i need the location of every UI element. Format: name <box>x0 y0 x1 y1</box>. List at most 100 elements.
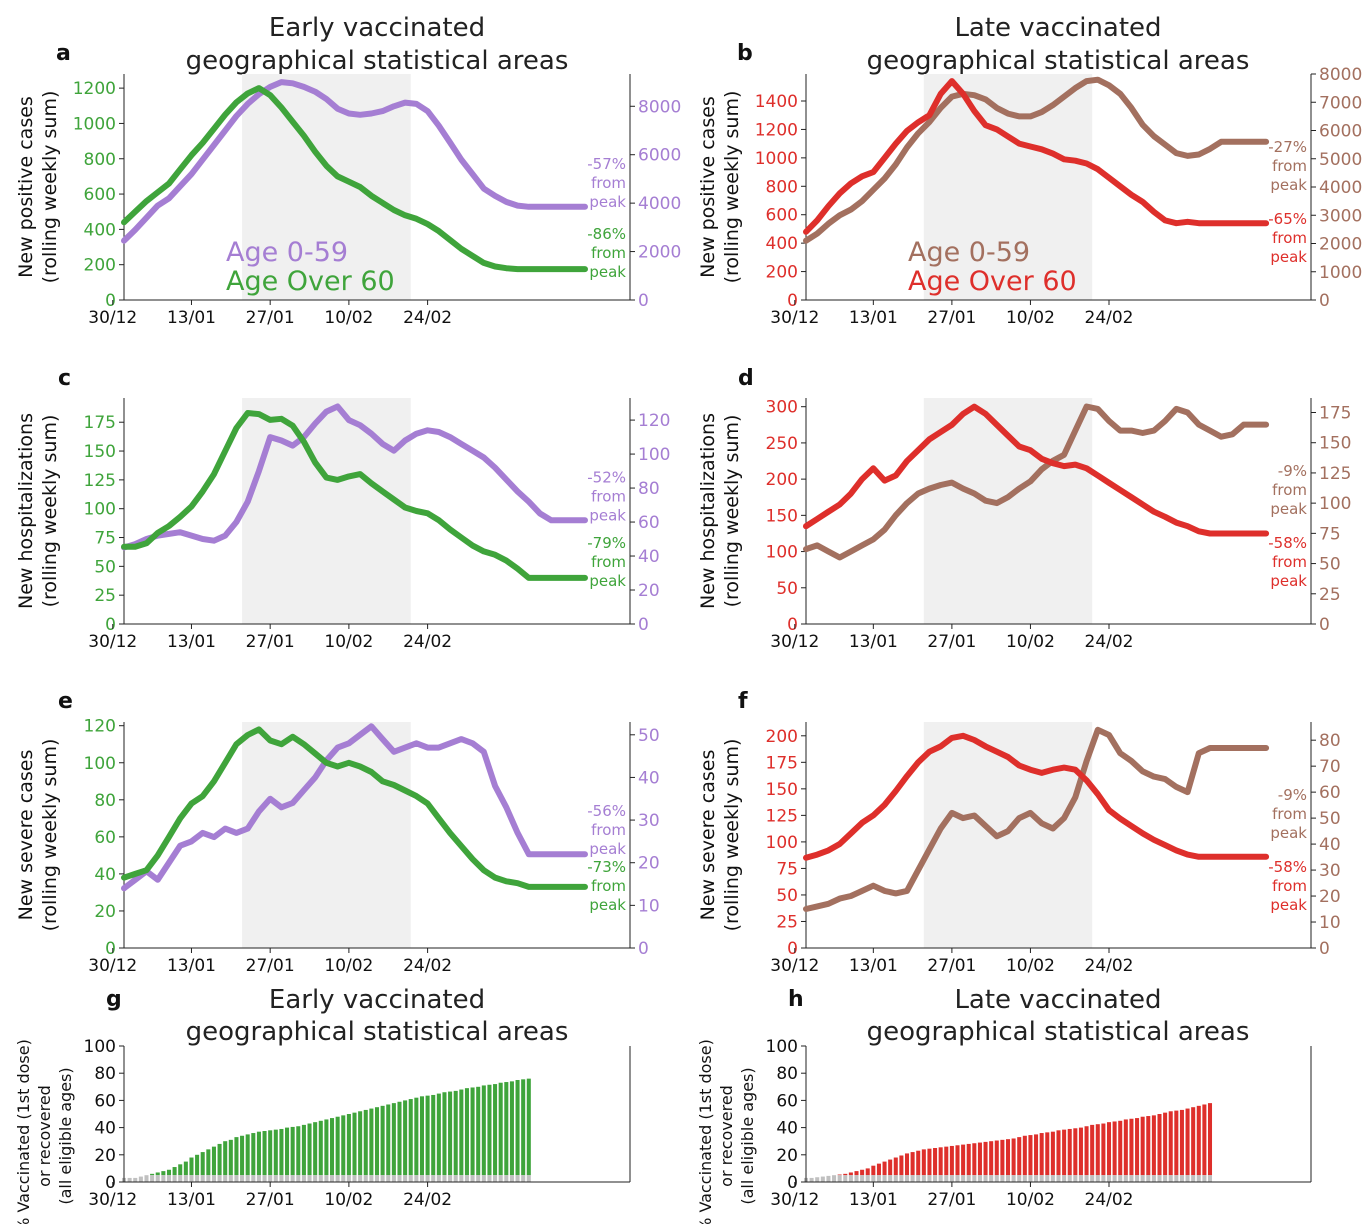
bar <box>419 1096 425 1176</box>
bar-recovered <box>245 1175 250 1182</box>
left-y-tick-label: 50 <box>776 886 798 906</box>
peak-drop-annotation: peak <box>1270 248 1307 266</box>
series-line-age-over-60 <box>121 410 588 581</box>
bar <box>509 1081 514 1176</box>
figure-title-line2: geographical statistical areas <box>867 46 1250 76</box>
right-y-tick-label: 10 <box>1319 913 1341 933</box>
bar-recovered <box>1112 1175 1117 1182</box>
bar-recovered <box>882 1175 887 1182</box>
bar <box>1017 1137 1022 1176</box>
x-tick-label: 24/02 <box>1085 308 1134 328</box>
bar <box>408 1099 413 1176</box>
peak-drop-annotation: peak <box>1270 500 1307 518</box>
bar-recovered <box>1005 1175 1011 1182</box>
panel-title-line2: geographical statistical areas <box>867 1017 1250 1047</box>
x-tick-label: 27/01 <box>246 632 295 652</box>
peak-drop-annotation: -79% <box>587 534 626 552</box>
bar <box>301 1124 306 1176</box>
y-tick-label: 80 <box>776 1064 798 1084</box>
bar <box>983 1141 988 1176</box>
bar <box>1118 1120 1123 1176</box>
peak-drop-annotation: from <box>1272 553 1307 571</box>
bar-recovered <box>938 1175 943 1182</box>
bar <box>397 1101 402 1176</box>
bar-recovered <box>1067 1175 1072 1182</box>
bar-recovered <box>414 1175 419 1182</box>
bar-recovered <box>200 1175 205 1182</box>
bar <box>386 1104 391 1176</box>
peak-drop-annotation: -57% <box>587 155 626 173</box>
bar <box>944 1146 949 1176</box>
x-tick-label: 13/01 <box>849 1190 898 1210</box>
x-tick-label: 13/01 <box>849 632 898 652</box>
bar <box>1011 1138 1016 1176</box>
bar <box>318 1120 323 1176</box>
series-line-age-0-59 <box>121 403 588 551</box>
panel-letter-e: e <box>58 689 73 714</box>
right-y-tick-label: 4000 <box>638 194 681 214</box>
y-axis-label-line1: New severe cases <box>15 750 37 921</box>
left-y-tick-label: 150 <box>766 506 798 526</box>
peak-drop-annotation: peak <box>1270 824 1307 842</box>
bar-recovered <box>1050 1175 1055 1182</box>
bar <box>871 1165 876 1176</box>
bar-recovered <box>826 1175 831 1182</box>
bar-recovered <box>279 1175 284 1182</box>
left-y-tick-label: 75 <box>94 529 116 549</box>
peak-drop-annotation: peak <box>589 506 626 524</box>
bar <box>876 1163 881 1176</box>
bar-recovered <box>972 1175 977 1182</box>
bar-recovered <box>927 1175 932 1182</box>
bar-recovered <box>256 1175 261 1182</box>
bar <box>200 1152 205 1176</box>
y-axis-label-line: or recovered <box>717 1085 736 1187</box>
bar <box>1163 1112 1168 1176</box>
bar-recovered <box>848 1175 853 1182</box>
bar-recovered <box>865 1175 870 1182</box>
bar-recovered <box>1056 1175 1061 1182</box>
bar <box>888 1159 893 1176</box>
bar-recovered <box>916 1175 921 1182</box>
bar-recovered <box>989 1175 994 1182</box>
left-y-tick-label: 25 <box>94 586 116 606</box>
x-tick-label: 27/01 <box>927 632 976 652</box>
panel-letter-f: f <box>738 689 748 714</box>
series-line-age-over-60 <box>121 726 588 890</box>
bar <box>1157 1114 1162 1176</box>
x-tick-label: 30/12 <box>770 308 819 328</box>
bar <box>893 1157 898 1176</box>
right-y-tick-label: 80 <box>638 479 660 499</box>
legend-age-over-60: Age Over 60 <box>226 266 395 297</box>
right-y-tick-label: 8000 <box>1319 65 1362 85</box>
peak-drop-annotation: from <box>591 487 626 505</box>
right-y-tick-label: 5000 <box>1319 150 1362 170</box>
bar-recovered <box>910 1175 915 1182</box>
y-tick-label: 40 <box>94 1119 116 1139</box>
x-tick-label: 24/02 <box>403 308 452 328</box>
panel-letter-c: c <box>58 366 71 391</box>
x-tick-label: 30/12 <box>770 632 819 652</box>
bar-recovered <box>408 1175 413 1182</box>
bar-recovered <box>1118 1175 1123 1182</box>
bar <box>1123 1119 1128 1176</box>
bar <box>369 1108 374 1176</box>
x-tick-label: 24/02 <box>403 1190 452 1210</box>
bar <box>251 1133 256 1176</box>
x-tick-label: 13/01 <box>167 632 216 652</box>
left-y-tick-label: 600 <box>84 185 116 205</box>
bar-recovered <box>933 1175 938 1182</box>
panel-d: 0 50 100 150 200 250 300 0 25 50 75 100 125 150 175 30/… <box>697 398 1351 652</box>
bar-recovered <box>403 1175 408 1182</box>
bar <box>1078 1127 1083 1176</box>
x-tick-label: 24/02 <box>1085 632 1134 652</box>
peak-drop-annotation: -58% <box>1268 534 1307 552</box>
bar <box>1062 1129 1067 1176</box>
bar-recovered <box>1168 1175 1173 1182</box>
bar <box>848 1172 853 1176</box>
bar-recovered <box>374 1175 380 1182</box>
bar <box>223 1141 228 1176</box>
series-line-age-over-60 <box>803 78 1270 235</box>
bar <box>904 1153 910 1176</box>
peak-drop-annotation: from <box>1272 157 1307 175</box>
peak-drop-annotation: from <box>591 244 626 262</box>
